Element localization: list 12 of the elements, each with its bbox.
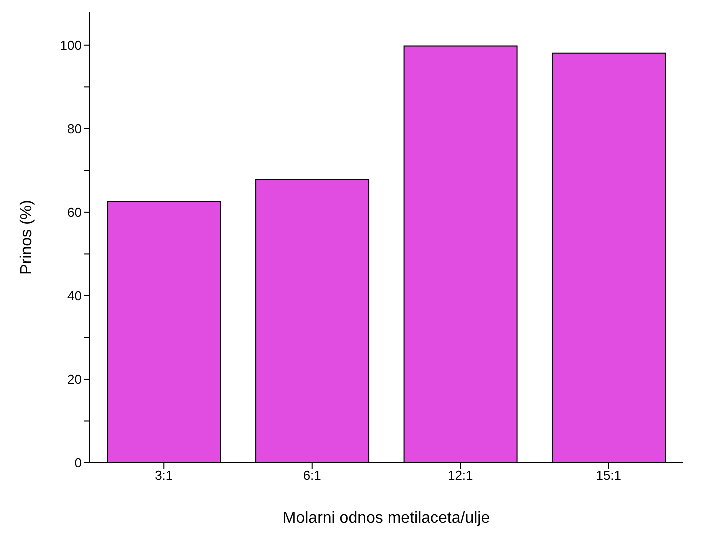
y-tick-label: 80 bbox=[68, 122, 82, 137]
x-axis-title: Molarni odnos metilaceta/ulje bbox=[282, 510, 490, 527]
y-tick-label: 40 bbox=[68, 288, 82, 304]
y-tick-label: 0 bbox=[74, 456, 82, 471]
y-tick-label: 100 bbox=[60, 38, 82, 54]
y-axis-title: Prinos (%) bbox=[18, 200, 36, 275]
x-tick-label: 6:1 bbox=[303, 468, 322, 484]
x-tick-label: 15:1 bbox=[596, 468, 622, 484]
x-tick-label: 12:1 bbox=[448, 468, 474, 484]
y-tick-label: 20 bbox=[68, 372, 82, 388]
x-tick-label: 3:1 bbox=[155, 468, 174, 484]
y-tick-label: 60 bbox=[68, 205, 82, 220]
